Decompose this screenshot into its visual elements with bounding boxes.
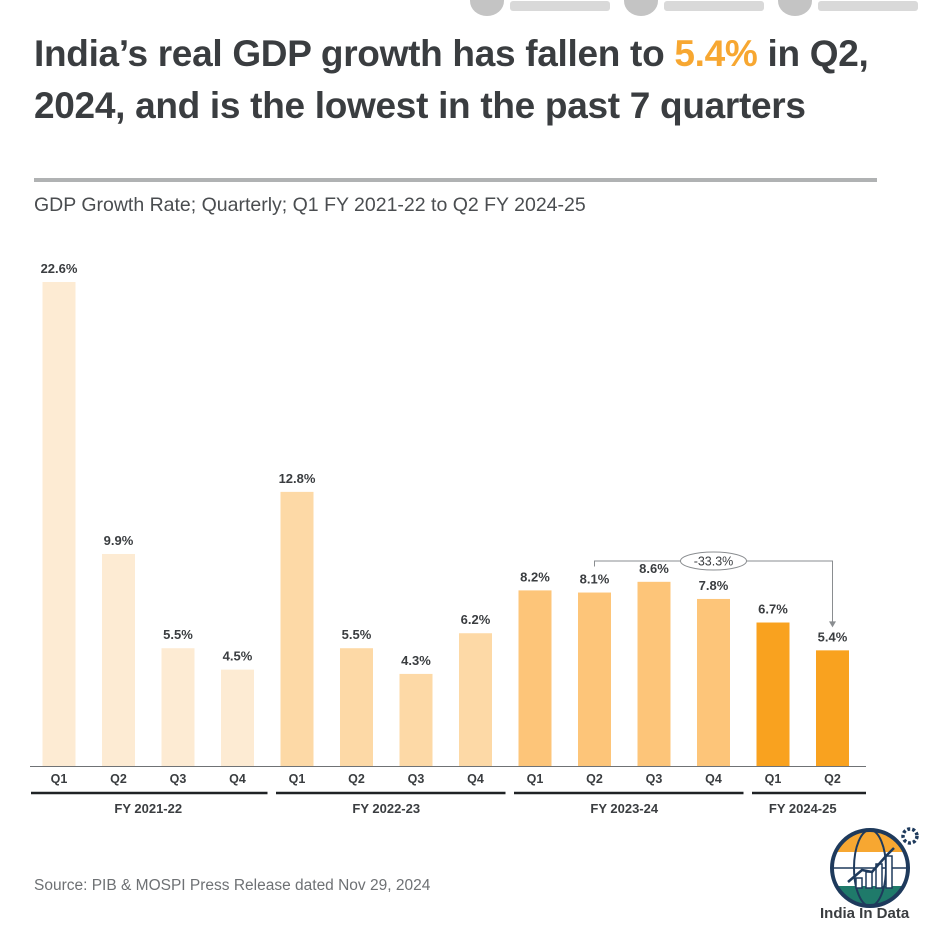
- bar: [42, 282, 76, 766]
- x-tick-label: Q4: [229, 772, 246, 786]
- data-label: 8.2%: [520, 569, 550, 584]
- group-label: FY 2024-25: [769, 801, 837, 816]
- x-tick-label: Q3: [646, 772, 663, 786]
- data-label: 8.6%: [639, 561, 669, 576]
- bar: [459, 633, 492, 766]
- x-tick-label: Q2: [586, 772, 603, 786]
- social-instagram[interactable]: [470, 0, 610, 16]
- annotation-bracket: [594, 560, 833, 627]
- bar: [340, 648, 373, 766]
- title-highlight: 5.4%: [674, 33, 758, 74]
- x-tick-label: Q2: [110, 772, 127, 786]
- data-label: 5.5%: [163, 627, 193, 642]
- title-divider: [34, 178, 877, 182]
- data-label: 9.9%: [104, 533, 134, 548]
- data-label: 4.3%: [401, 653, 431, 668]
- social-handle-placeholder: [510, 1, 610, 11]
- chart-subtitle: GDP Growth Rate; Quarterly; Q1 FY 2021-2…: [34, 194, 586, 216]
- bar: [221, 669, 254, 766]
- x-tick-label: Q1: [289, 772, 306, 786]
- x-tick-label: Q3: [170, 772, 187, 786]
- bar: [578, 592, 611, 766]
- group-label: FY 2021-22: [114, 801, 182, 816]
- group-label: FY 2023-24: [590, 801, 658, 816]
- bar: [816, 650, 849, 766]
- data-label: 6.7%: [758, 602, 788, 617]
- bar: [399, 673, 433, 766]
- group-label: FY 2022-23: [352, 801, 420, 816]
- india-in-data-logo-icon: [830, 827, 919, 908]
- source-note: Source: PIB & MOSPI Press Release dated …: [34, 877, 431, 894]
- data-label: 5.5%: [342, 627, 372, 642]
- social-twitter[interactable]: [624, 0, 764, 16]
- x-tick-label: Q1: [51, 772, 68, 786]
- x-tick-label: Q2: [348, 772, 365, 786]
- annotation-badge: [680, 551, 747, 571]
- x-tick-label: Q2: [824, 772, 841, 786]
- annotation-arrow-icon: [829, 621, 836, 628]
- annotation-label: -33.3%: [694, 555, 734, 569]
- bar: [697, 598, 730, 766]
- social-handle-placeholder: [818, 1, 918, 11]
- x-tick-label: Q1: [527, 772, 544, 786]
- data-label: 5.4%: [818, 629, 848, 644]
- instagram-icon: [470, 0, 504, 16]
- chart-title: India’s real GDP growth has fallen to 5.…: [34, 28, 874, 132]
- data-label: 12.8%: [279, 471, 316, 486]
- data-label: 7.8%: [699, 578, 729, 593]
- twitter-icon: [624, 0, 658, 16]
- bar: [637, 581, 671, 766]
- data-label: 8.1%: [580, 572, 610, 587]
- social-facebook[interactable]: [778, 0, 918, 16]
- social-links: [470, 0, 918, 16]
- brand-name: India In Data: [820, 905, 910, 922]
- x-tick-label: Q4: [467, 772, 484, 786]
- facebook-icon: [778, 0, 812, 16]
- bar: [102, 553, 135, 766]
- x-tick-label: Q4: [705, 772, 722, 786]
- x-tick-label: Q3: [408, 772, 425, 786]
- title-suffix: in Q2, 2024, and is the lowest in the pa…: [34, 33, 869, 126]
- x-tick-label: Q1: [765, 772, 782, 786]
- bar: [518, 590, 552, 766]
- bar: [161, 648, 195, 766]
- bar: [756, 622, 790, 766]
- title-prefix: India’s real GDP growth has fallen to: [34, 33, 675, 74]
- data-label: 22.6%: [41, 261, 78, 276]
- bar: [280, 491, 314, 766]
- social-handle-placeholder: [664, 1, 764, 11]
- data-label: 6.2%: [461, 612, 491, 627]
- data-label: 4.5%: [223, 649, 253, 664]
